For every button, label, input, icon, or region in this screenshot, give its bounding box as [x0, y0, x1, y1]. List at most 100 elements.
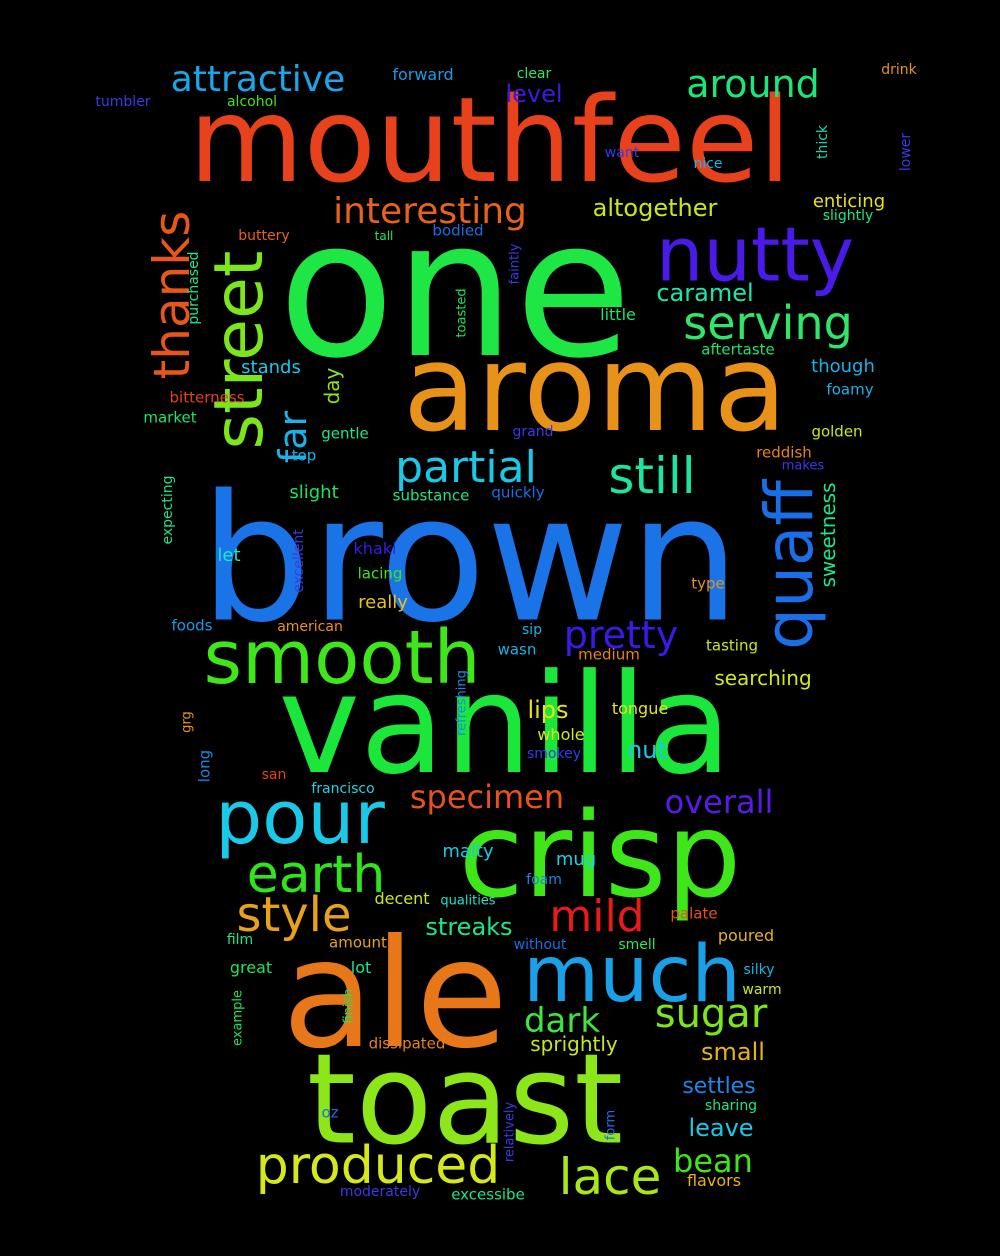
- cloud-word: searching: [714, 666, 812, 690]
- cloud-word: street: [200, 250, 279, 450]
- cloud-word: style: [236, 887, 352, 943]
- cloud-word: sharing: [704, 1098, 758, 1114]
- cloud-word: reddish: [756, 443, 812, 462]
- cloud-word: around: [686, 62, 820, 106]
- cloud-word: alcohol: [226, 94, 278, 110]
- cloud-word: nice: [693, 156, 723, 172]
- cloud-word: example: [230, 990, 246, 1046]
- cloud-word: streaks: [425, 913, 513, 941]
- cloud-word: silky: [743, 962, 775, 978]
- cloud-word: attractive: [170, 59, 346, 100]
- cloud-word: thick: [815, 124, 831, 160]
- cloud-word: malty: [442, 841, 494, 862]
- cloud-word: market: [143, 408, 197, 427]
- cloud-word: want: [604, 145, 640, 161]
- cloud-word: tumbler: [95, 94, 151, 110]
- cloud-word: day: [320, 367, 344, 405]
- cloud-word: drink: [881, 62, 917, 78]
- cloud-word: francisco: [311, 781, 375, 797]
- cloud-word: excellent: [291, 529, 307, 593]
- cloud-word: let: [217, 545, 241, 566]
- cloud-word: great: [229, 958, 273, 977]
- cloud-word: though: [811, 356, 875, 377]
- cloud-word: purchased: [186, 251, 202, 325]
- cloud-word: substance: [392, 486, 470, 505]
- cloud-word: really: [358, 592, 408, 613]
- cloud-word: pretty: [563, 613, 679, 657]
- cloud-word: forward: [392, 65, 454, 84]
- cloud-word: little: [600, 305, 636, 324]
- cloud-word: top: [291, 446, 317, 465]
- cloud-word: ale: [282, 908, 508, 1082]
- cloud-word: overall: [664, 783, 774, 821]
- cloud-word: aroma: [402, 320, 788, 459]
- cloud-word: caramel: [656, 279, 754, 307]
- cloud-word: clear: [516, 66, 552, 82]
- cloud-word: crisp: [458, 786, 742, 924]
- cloud-word: enticing: [812, 191, 886, 212]
- cloud-word: finish: [341, 988, 357, 1024]
- cloud-word: quaff: [751, 480, 828, 650]
- cloud-word: khaki: [353, 539, 397, 558]
- cloud-word: excessibe: [451, 1185, 525, 1204]
- cloud-word: pour: [215, 775, 385, 861]
- cloud-word: altogether: [592, 194, 718, 222]
- cloud-word: slight: [289, 482, 339, 503]
- cloud-word: bean: [673, 1142, 753, 1180]
- cloud-word: medium: [578, 645, 640, 664]
- cloud-word: golden: [811, 422, 863, 441]
- cloud-word: expecting: [160, 475, 176, 545]
- cloud-word: settles: [682, 1074, 756, 1099]
- cloud-word: oz: [321, 1103, 339, 1122]
- cloud-word: earth: [246, 845, 386, 905]
- cloud-word: tall: [374, 229, 394, 243]
- cloud-word: poured: [717, 926, 775, 945]
- cloud-word: decent: [374, 889, 430, 908]
- cloud-word: tasting: [706, 636, 758, 655]
- cloud-word: warm: [742, 982, 782, 998]
- cloud-word: produced: [255, 1136, 501, 1196]
- cloud-word: gentle: [321, 424, 369, 443]
- cloud-word: quickly: [491, 483, 545, 502]
- cloud-word: dark: [523, 1001, 601, 1041]
- cloud-word: nutty: [655, 210, 855, 299]
- cloud-word: specimen: [409, 778, 565, 816]
- cloud-word: serving: [683, 296, 853, 350]
- cloud-word: nut: [627, 736, 667, 764]
- cloud-word: bodied: [432, 221, 484, 240]
- cloud-word: smokey: [526, 746, 582, 762]
- cloud-word: still: [608, 447, 696, 505]
- cloud-word: smell: [618, 937, 656, 953]
- cloud-word: stands: [241, 357, 301, 378]
- cloud-word: refreshing: [454, 670, 470, 736]
- cloud-word: foamy: [826, 380, 874, 399]
- cloud-word: foam: [526, 872, 562, 888]
- cloud-word: wasn: [497, 640, 537, 659]
- cloud-word: interesting: [333, 191, 527, 232]
- cloud-word: partial: [395, 442, 537, 493]
- cloud-word: american: [277, 619, 343, 635]
- cloud-word: sprightly: [530, 1032, 618, 1056]
- cloud-word: sweetness: [816, 482, 840, 588]
- cloud-word: film: [226, 932, 254, 948]
- cloud-word: toasted: [454, 288, 470, 338]
- cloud-word: qualities: [440, 893, 496, 909]
- cloud-word: slightly: [822, 208, 874, 224]
- cloud-word: toast: [306, 1027, 624, 1173]
- cloud-word: buttery: [238, 228, 290, 244]
- cloud-word: faintly: [507, 243, 523, 285]
- cloud-word: makes: [781, 458, 825, 474]
- cloud-word: mouthfeel: [188, 71, 792, 209]
- cloud-word: tongue: [611, 699, 669, 718]
- cloud-word: foods: [171, 616, 213, 635]
- cloud-word: grg: [179, 711, 195, 733]
- cloud-word: san: [261, 767, 287, 783]
- cloud-word: one: [278, 179, 632, 400]
- cloud-word: vanilla: [278, 644, 732, 805]
- cloud-word: flavors: [686, 1171, 742, 1190]
- cloud-word: mild: [549, 891, 645, 942]
- cloud-word: lacing: [357, 564, 403, 583]
- cloud-word: small: [701, 1038, 765, 1066]
- cloud-word: lower: [898, 132, 914, 172]
